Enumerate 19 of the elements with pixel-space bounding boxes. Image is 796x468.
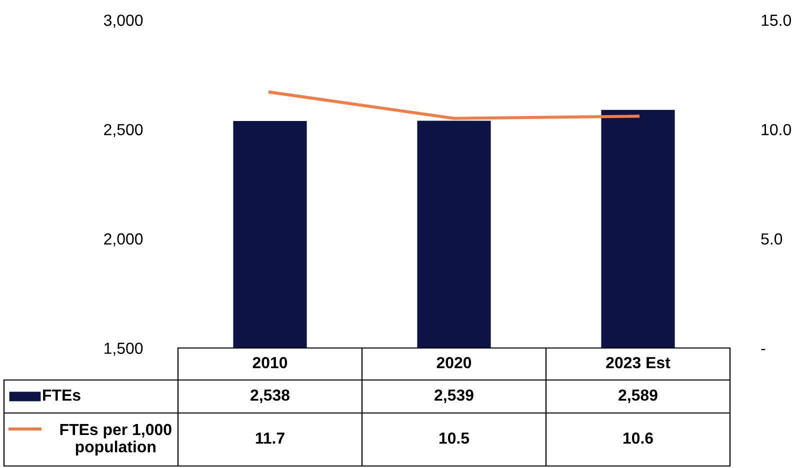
y2-tick-label: 10.0 (762, 124, 792, 136)
legend-label: FTEs (43, 390, 80, 401)
x-tick-label: 2020 (436, 356, 472, 368)
y-tick-label: 3,000 (104, 14, 143, 28)
y2-tick-label: 15.0 (762, 14, 792, 26)
x-tick-label: 2010 (252, 356, 288, 368)
data-label: 11.7 (256, 432, 284, 444)
legend-label: FTEs per 1,000 population (60, 424, 172, 456)
data-label: 2,589 (618, 389, 658, 404)
data-label: 10.5 (439, 432, 470, 444)
y2-tick-label: 5.0 (761, 233, 782, 245)
x-tick-label: 2023 Est (606, 356, 670, 368)
y2-tick-label: - (761, 348, 766, 350)
data-label: 10.6 (623, 432, 653, 444)
data-label: 2,539 (434, 389, 474, 404)
y-tick-label: 2,500 (104, 124, 143, 138)
y-tick-label: 1,500 (104, 342, 143, 356)
data-label: 2,538 (250, 389, 290, 404)
y-tick-label: 2,000 (104, 233, 143, 246)
